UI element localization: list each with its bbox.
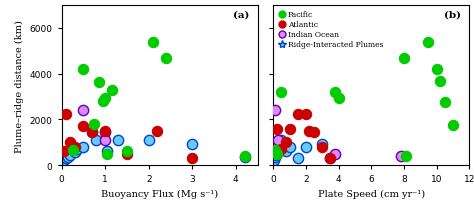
Text: (b): (b)	[445, 11, 461, 20]
Point	[101, 96, 109, 100]
Point	[273, 127, 280, 131]
Point	[331, 91, 339, 94]
Point	[69, 149, 76, 152]
Point	[294, 157, 301, 160]
Point	[327, 157, 334, 160]
Text: (a): (a)	[233, 11, 250, 20]
Point	[273, 152, 280, 155]
Point	[73, 148, 81, 151]
Point	[123, 152, 131, 155]
Point	[276, 143, 283, 146]
Point	[103, 152, 111, 155]
Point	[93, 139, 100, 142]
Point	[149, 41, 157, 44]
Point	[319, 145, 326, 149]
Point	[71, 145, 79, 149]
Point	[400, 57, 408, 60]
Point	[62, 112, 70, 116]
Point	[271, 109, 279, 112]
Point	[101, 131, 109, 134]
Point	[270, 159, 278, 162]
Point	[283, 141, 290, 144]
Point	[441, 101, 448, 104]
Point	[99, 100, 107, 103]
Point	[103, 150, 111, 153]
Point	[88, 131, 96, 134]
Point	[278, 91, 285, 94]
Point	[95, 81, 102, 84]
Point	[154, 130, 161, 133]
Point	[241, 154, 248, 158]
Point	[402, 154, 410, 158]
Point	[274, 148, 282, 151]
Point	[145, 139, 153, 142]
Legend: Pacific, Atlantic, Indian Ocean, Ridge-Interacted Plumes: Pacific, Atlantic, Indian Ocean, Ridge-I…	[277, 10, 385, 51]
Point	[108, 89, 116, 92]
Point	[319, 143, 326, 146]
X-axis label: Buoyancy Flux (Mg s⁻¹): Buoyancy Flux (Mg s⁻¹)	[101, 189, 218, 198]
Point	[60, 150, 68, 153]
Point	[123, 150, 131, 153]
Point	[189, 157, 196, 160]
Point	[286, 145, 293, 149]
Point	[335, 96, 342, 100]
Point	[66, 153, 74, 157]
Point	[71, 151, 79, 154]
Point	[80, 125, 87, 128]
Point	[283, 150, 290, 153]
Point	[278, 139, 285, 142]
Point	[397, 154, 404, 158]
Point	[310, 131, 318, 134]
Point	[331, 152, 339, 155]
Point	[60, 159, 68, 162]
Point	[286, 127, 293, 131]
Point	[114, 139, 122, 142]
Point	[101, 130, 109, 133]
X-axis label: Plate Speed (cm yr⁻¹): Plate Speed (cm yr⁻¹)	[318, 189, 425, 198]
Point	[64, 156, 72, 159]
Point	[66, 141, 74, 144]
Point	[436, 80, 444, 83]
Point	[281, 145, 289, 149]
Point	[80, 145, 87, 149]
Y-axis label: Plume–ridge distance (km): Plume–ridge distance (km)	[15, 20, 24, 152]
Point	[88, 131, 96, 134]
Point	[302, 112, 310, 116]
Point	[189, 143, 196, 146]
Point	[425, 41, 432, 44]
Point	[80, 109, 87, 112]
Point	[327, 157, 334, 160]
Point	[294, 112, 301, 116]
Point	[433, 68, 440, 71]
Point	[305, 130, 313, 133]
Point	[101, 139, 109, 142]
Point	[449, 124, 457, 127]
Point	[274, 139, 282, 142]
Point	[271, 156, 279, 159]
Point	[273, 150, 280, 153]
Point	[272, 153, 280, 157]
Point	[91, 123, 98, 126]
Point	[62, 157, 70, 160]
Point	[241, 156, 248, 159]
Point	[278, 148, 285, 151]
Point	[271, 149, 279, 152]
Point	[80, 68, 87, 71]
Point	[302, 145, 310, 149]
Point	[163, 57, 170, 60]
